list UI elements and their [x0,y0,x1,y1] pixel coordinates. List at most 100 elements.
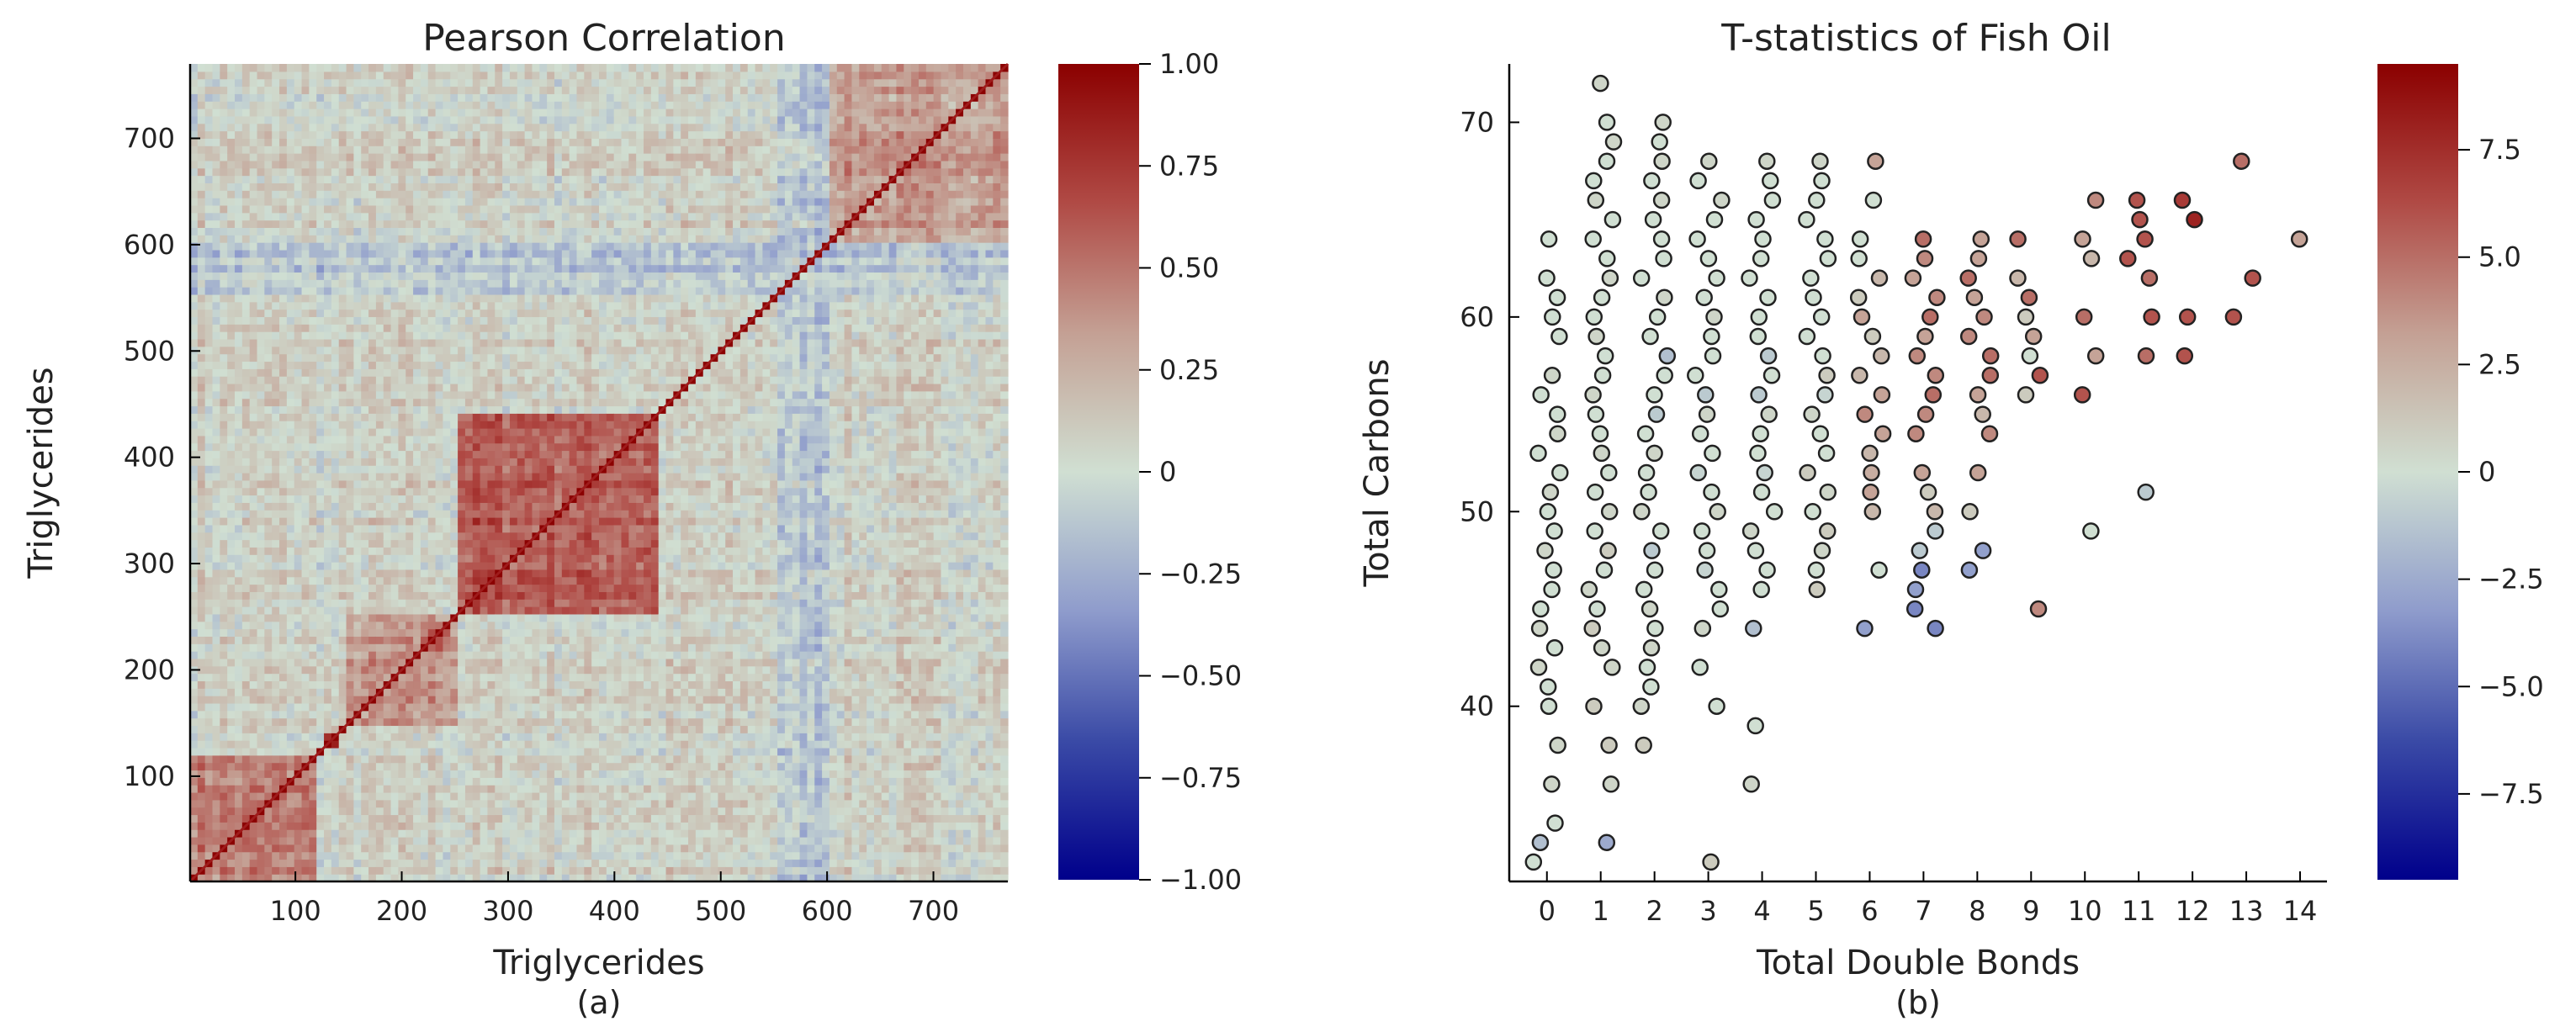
heatmap-cell [413,791,421,801]
heatmap-cell [361,212,369,221]
heatmap-cell [235,487,243,496]
heatmap-cell [235,762,243,771]
heatmap-cell [190,130,199,139]
heatmap-cell [464,376,474,384]
heatmap-cell [220,435,228,444]
heatmap-cell [443,599,451,607]
heatmap-cell [241,754,251,764]
heatmap-cell [316,78,325,87]
heatmap-cell [383,613,392,622]
heatmap-cell [227,510,236,518]
heatmap-cell [495,487,503,496]
heatmap-cell [331,146,340,154]
heatmap-cell [197,510,206,518]
heatmap-cell [241,539,251,548]
heatmap-cell [309,398,317,407]
heatmap-cell [301,390,310,400]
heatmap-cell [443,673,451,682]
heatmap-cell [450,532,458,541]
heatmap-cell [204,198,214,206]
heatmap-cell [458,702,466,712]
heatmap-cell [249,405,258,414]
heatmap-cell [212,153,220,161]
heatmap-cell [316,785,325,793]
heatmap-cell [338,665,347,675]
heatmap-cell [212,733,220,741]
heatmap-cell [346,517,354,526]
heatmap-cell [368,576,377,585]
heatmap-cell [398,338,406,347]
heatmap-cell [524,702,533,712]
heatmap-cell [375,717,384,727]
heatmap-cell [450,673,458,682]
heatmap-cell [450,175,458,183]
heatmap-cell [257,717,265,727]
heatmap-cell [301,368,310,377]
heatmap-cell [257,390,265,400]
heatmap-cell [427,502,437,511]
heatmap-cell [517,309,526,318]
heatmap-cell [257,405,265,414]
heatmap-cell [458,368,466,377]
heatmap-cell [361,130,369,139]
heatmap-cell [502,599,511,607]
heatmap-cell [241,130,251,139]
heatmap-cell [487,762,496,771]
heatmap-cell [420,383,429,392]
heatmap-cell [487,458,496,466]
heatmap-cell [353,747,362,756]
heatmap-cell [264,606,273,615]
heatmap-cell [249,190,258,198]
heatmap-cell [294,198,303,206]
heatmap-cell [413,190,421,198]
heatmap-cell [361,93,369,102]
heatmap-cell [427,361,437,369]
heatmap-cell [405,361,414,369]
heatmap-cell [464,725,474,733]
heatmap-cell [338,64,347,72]
heatmap-cell [368,64,377,72]
heatmap-cell [464,510,474,518]
heatmap-cell [286,754,295,764]
heatmap-cell [264,562,273,570]
heatmap-cell [279,770,288,778]
heatmap-cell [361,435,369,444]
heatmap-cell [472,249,481,258]
heatmap-cell [405,376,414,384]
heatmap-cell [316,338,325,347]
heatmap-cell [249,807,258,816]
heatmap-cell [472,190,481,198]
heatmap-cell [264,673,273,682]
heatmap-cell [272,562,280,570]
heatmap-cell [249,539,258,548]
heatmap-cell [212,814,220,823]
heatmap-cell [420,517,429,526]
heatmap-cell [390,725,400,733]
heatmap-cell [398,658,406,667]
heatmap-cell [361,502,369,511]
heatmap-cell [249,740,258,749]
heatmap-cell [197,227,206,236]
heatmap-cell [190,754,199,764]
heatmap-cell [368,851,377,860]
heatmap-cell [443,108,451,117]
heatmap-cell [480,740,489,749]
heatmap-cell [286,740,295,749]
heatmap-cell [361,427,369,437]
heatmap-cell [464,190,474,198]
heatmap-cell [353,874,362,882]
heatmap-cell [227,167,236,177]
heatmap-cell [279,346,288,355]
heatmap-cell [420,413,429,421]
heatmap-cell [279,532,288,541]
heatmap-cell [464,204,474,214]
heatmap-cell [190,115,199,124]
heatmap-cell [279,569,288,578]
heatmap-cell [294,539,303,548]
heatmap-cell [190,479,199,489]
heatmap-cell [398,851,406,860]
heatmap-cell [509,829,518,838]
heatmap-cell [383,458,392,466]
heatmap-cell [264,791,273,801]
heatmap-cell [241,316,251,325]
